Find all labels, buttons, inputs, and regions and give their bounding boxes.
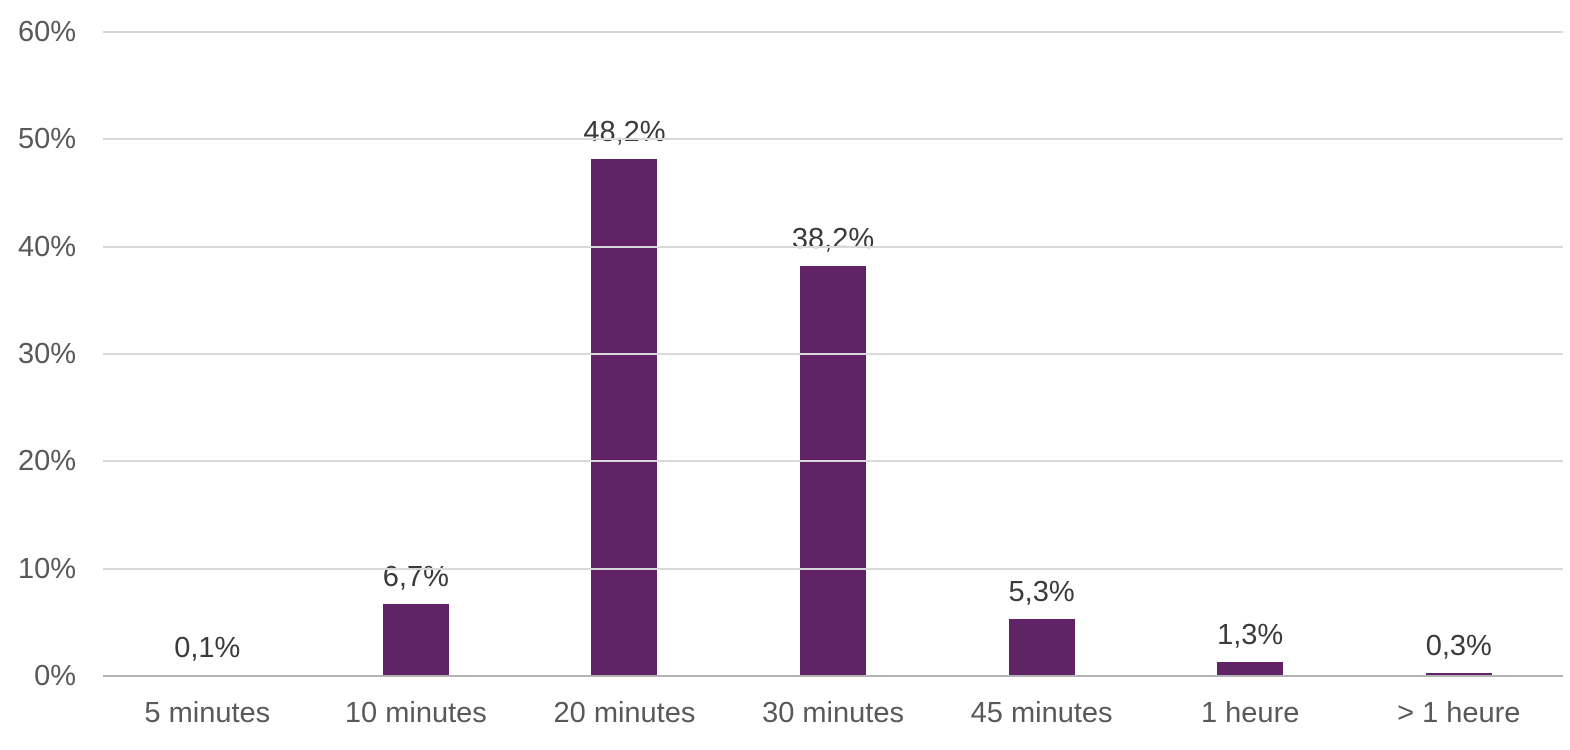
bar-column: 48,2% 20 minutes bbox=[520, 32, 729, 728]
x-category-label: 45 minutes bbox=[970, 697, 1113, 729]
y-tick-label: 50% bbox=[17, 123, 76, 156]
x-category-label: 30 minutes bbox=[762, 697, 904, 729]
x-axis-line bbox=[103, 675, 1563, 677]
value-label: 5,3% bbox=[1008, 576, 1075, 609]
value-label: 38,2% bbox=[791, 223, 875, 255]
bar-column: 38,2% 30 minutes bbox=[729, 32, 938, 728]
x-category-label: > 1 heure bbox=[1397, 697, 1521, 729]
bar-column: 0,1% 5 minutes bbox=[103, 32, 312, 728]
y-tick-label: 60% bbox=[17, 16, 76, 48]
gridline bbox=[103, 460, 1563, 463]
bar-column: 5,3% 45 minutes bbox=[937, 32, 1146, 728]
x-category-label: 5 minutes bbox=[144, 697, 271, 729]
value-label: 48,2% bbox=[583, 115, 666, 148]
bar-column: 6,7% 10 minutes bbox=[312, 32, 521, 728]
bar bbox=[1008, 619, 1075, 676]
bar bbox=[800, 266, 867, 676]
y-tick-label: 40% bbox=[17, 230, 76, 263]
plot-area: 0,1% 5 minutes 6,7% 10 minutes 48,2% 20 minut… bbox=[103, 31, 1563, 728]
y-tick-label: 0% bbox=[34, 660, 76, 692]
value-label: 0,1% bbox=[174, 631, 241, 664]
y-axis: 0% 10% 20% 30% 40% 50% 60% bbox=[0, 0, 76, 750]
value-label: 1,3% bbox=[1217, 619, 1284, 652]
value-label: 0,3% bbox=[1425, 629, 1492, 662]
bar bbox=[591, 158, 658, 676]
bar bbox=[382, 604, 449, 676]
bar-columns: 0,1% 5 minutes 6,7% 10 minutes 48,2% 20 minut… bbox=[103, 32, 1563, 728]
x-category-label: 1 heure bbox=[1200, 697, 1300, 729]
gridline bbox=[103, 138, 1563, 141]
y-tick-label: 20% bbox=[17, 445, 76, 478]
x-category-label: 10 minutes bbox=[344, 697, 487, 729]
bar bbox=[1217, 662, 1284, 676]
value-label: 6,7% bbox=[382, 561, 449, 594]
y-tick-label: 30% bbox=[17, 338, 76, 370]
gridline bbox=[103, 245, 1563, 248]
bar-column: 1,3% 1 heure bbox=[1146, 32, 1355, 728]
x-category-label: 20 minutes bbox=[553, 697, 696, 729]
gridline bbox=[103, 567, 1563, 570]
gridline bbox=[103, 353, 1563, 355]
bar-column: 0,3% > 1 heure bbox=[1354, 32, 1563, 728]
gridline bbox=[103, 31, 1563, 33]
y-tick-label: 10% bbox=[17, 552, 76, 585]
bar bbox=[1425, 672, 1492, 676]
